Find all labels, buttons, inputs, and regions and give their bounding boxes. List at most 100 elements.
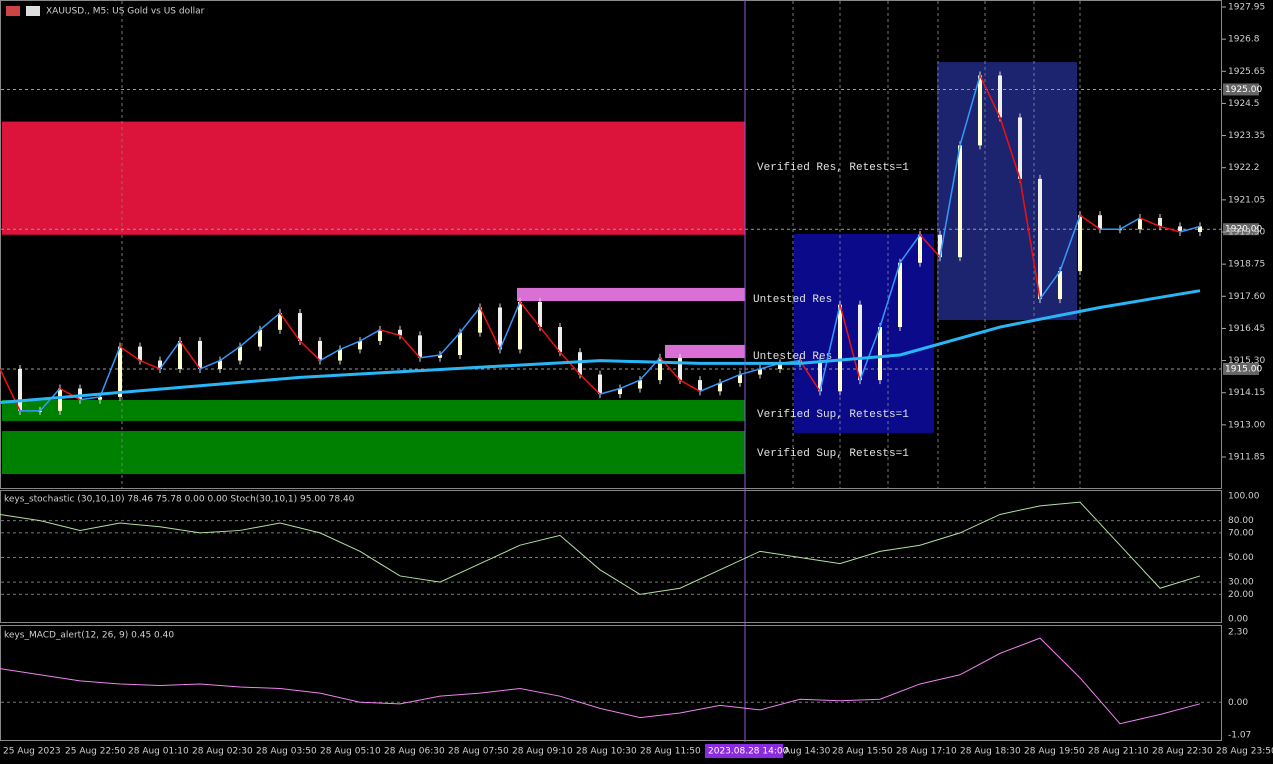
zigzag xyxy=(299,340,321,362)
time-label: 28 Aug 01:10 xyxy=(128,747,189,757)
zigzag xyxy=(199,359,221,370)
time-label: 28 Aug 19:50 xyxy=(1024,747,1085,757)
stoch-line xyxy=(0,501,1201,595)
zigzag xyxy=(699,382,721,393)
zigzag xyxy=(919,234,941,258)
candle-body xyxy=(1098,215,1102,230)
price-tick-label: 1914.15 xyxy=(1228,388,1265,398)
zigzag xyxy=(339,340,361,351)
candle-body xyxy=(298,313,302,342)
zigzag xyxy=(219,345,241,362)
candle-body xyxy=(918,234,922,263)
zigzag xyxy=(1179,225,1201,233)
time-label: 25 Aug 2023 xyxy=(3,747,61,757)
time-label: 28 Aug 07:50 xyxy=(448,747,509,757)
candle-body xyxy=(218,360,222,369)
time-label: 28 Aug 11:50 xyxy=(640,747,701,757)
candle-body xyxy=(818,360,822,392)
candle-body xyxy=(398,329,402,336)
candle-body xyxy=(638,380,642,389)
zigzag xyxy=(279,312,301,342)
moving-average xyxy=(0,289,1201,404)
zone xyxy=(517,287,745,302)
price-tick-label: 1922.2 xyxy=(1228,163,1260,173)
zigzag xyxy=(179,340,201,370)
zone xyxy=(2,431,745,475)
zone-label: Untested Res xyxy=(753,351,832,363)
zigzag xyxy=(939,145,961,258)
zigzag xyxy=(379,329,401,337)
level-label: 1915.00 xyxy=(1225,364,1262,374)
candle-body xyxy=(698,380,702,392)
zigzag xyxy=(799,360,821,392)
candle-body xyxy=(538,301,542,328)
candle-body xyxy=(738,374,742,383)
candle-body xyxy=(318,341,322,361)
zigzag xyxy=(0,368,21,412)
candle-body xyxy=(418,335,422,358)
zigzag xyxy=(1039,270,1061,300)
stoch-tick-label: 20.00 xyxy=(1228,590,1254,600)
zone-label: Verified Sup, Retests=1 xyxy=(757,409,909,421)
zigzag xyxy=(399,334,421,359)
zigzag xyxy=(599,387,621,395)
candle-body xyxy=(378,329,382,342)
candle-body xyxy=(198,341,202,369)
zigzag xyxy=(459,306,481,334)
candle-body xyxy=(998,75,1002,118)
stoch-tick-label: 0.00 xyxy=(1228,615,1248,625)
chart-title: XAUUSD., M5: US Gold vs US dollar xyxy=(46,7,205,17)
time-label: 28 Aug 02:30 xyxy=(192,747,253,757)
price-tick-label: 1919.90 xyxy=(1228,228,1265,238)
candle-body xyxy=(658,357,662,381)
candle-body xyxy=(938,234,942,258)
zigzag xyxy=(859,326,881,381)
zigzag xyxy=(899,234,921,264)
zigzag xyxy=(1079,214,1101,230)
level-box xyxy=(1223,83,1259,96)
candle-body xyxy=(58,388,62,411)
candle-body xyxy=(178,341,182,369)
time-label: 28 Aug 15:50 xyxy=(832,747,893,757)
level-label: 1920.00 xyxy=(1225,225,1262,235)
price-tick-label: 1921.05 xyxy=(1228,195,1265,205)
price-tick-label: 1923.35 xyxy=(1228,131,1265,141)
zigzag xyxy=(959,75,981,146)
candle-body xyxy=(518,301,522,350)
candle-body xyxy=(1158,218,1162,227)
price-tick-label: 1917.60 xyxy=(1228,292,1265,302)
candle-body xyxy=(98,396,102,400)
zigzag xyxy=(579,374,601,395)
stoch-pane-border xyxy=(0,490,1222,623)
zigzag xyxy=(739,368,761,376)
price-tick-label: 1911.85 xyxy=(1228,453,1265,463)
candle-body xyxy=(758,368,762,375)
macd-line xyxy=(0,637,1201,725)
time-label: 28 Aug 06:30 xyxy=(384,747,445,757)
zigzag xyxy=(59,387,81,401)
candle-body xyxy=(898,262,902,328)
candle-body xyxy=(598,374,602,395)
macd-pane-border xyxy=(0,625,1222,741)
time-label: 25 Aug 22:50 xyxy=(65,747,126,757)
price-tick-label: 1916.45 xyxy=(1228,324,1265,334)
candle-body xyxy=(118,346,122,397)
zigzag xyxy=(719,373,741,384)
price-tick-label: 1926.8 xyxy=(1228,35,1260,45)
macd-tick-label: 2.30 xyxy=(1228,628,1248,638)
zigzag xyxy=(1019,178,1041,300)
zigzag xyxy=(1059,214,1081,272)
candle-body xyxy=(778,363,782,369)
time-label: 28 Aug 18:30 xyxy=(960,747,1021,757)
candle-body xyxy=(878,327,882,381)
zigzag xyxy=(319,348,341,362)
stoch-tick-label: 100.00 xyxy=(1228,492,1260,502)
candle-body xyxy=(1058,271,1062,300)
zigzag xyxy=(79,396,101,401)
zigzag xyxy=(1159,225,1181,233)
main-pane-border xyxy=(0,0,1222,489)
candle-body xyxy=(158,360,162,369)
time-label: Aug 14:30 xyxy=(784,747,831,757)
